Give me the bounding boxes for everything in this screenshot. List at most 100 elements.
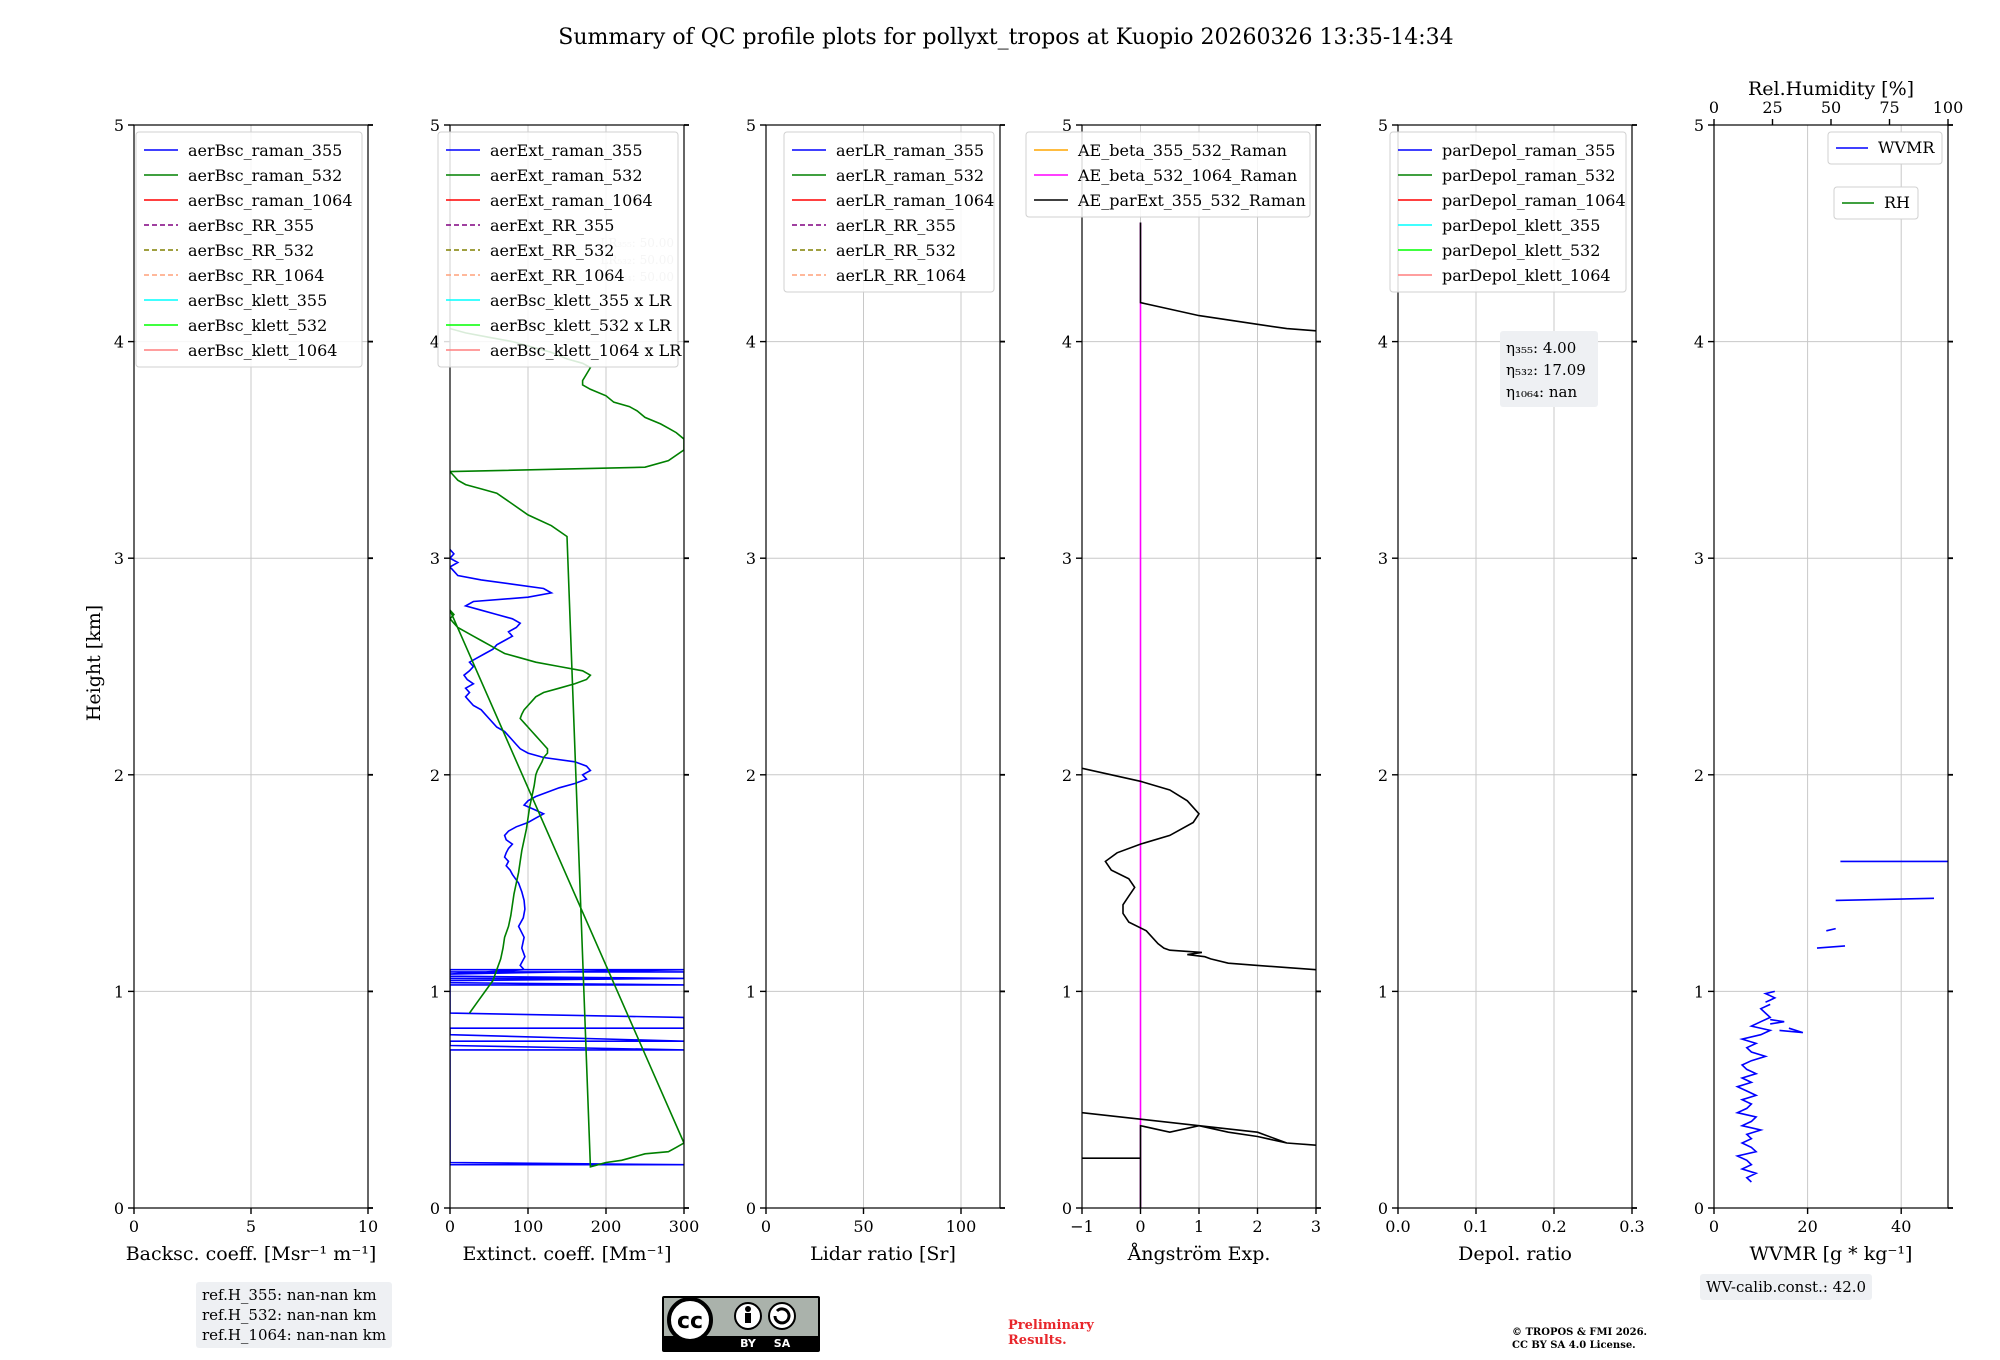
y-tick-label: 2 <box>1694 766 1704 785</box>
legend-label: AE_parExt_355_532_Raman <box>1077 191 1306 210</box>
y-tick-label: 5 <box>430 116 440 135</box>
y-tick-label: 1 <box>1062 982 1072 1001</box>
legend-label: aerBsc_klett_1064 <box>188 341 337 360</box>
cc-logo-icon <box>667 1297 713 1343</box>
cc-license-badge: cc BY SA <box>662 1296 820 1352</box>
y-tick-label: 4 <box>746 333 756 352</box>
x-tick-label: 40 <box>1891 1217 1911 1236</box>
legend-label: WVMR <box>1878 138 1935 157</box>
figure-title: Summary of QC profile plots for pollyxt_… <box>558 25 1453 50</box>
y-tick-label: 1 <box>746 982 756 1001</box>
x-tick-label: 100 <box>946 1217 977 1236</box>
y-tick-label: 2 <box>114 766 124 785</box>
panel-depol: 0 1 2 3 4 5 0.0 0.1 0.2 0.3 Depol. ratio parDepol_r… <box>1378 116 1645 1265</box>
cc-sa-label: SA <box>774 1337 791 1350</box>
x-tick-label: 0 <box>445 1217 455 1236</box>
y-tick-label: 5 <box>1062 116 1072 135</box>
top-x-tick-label: 75 <box>1879 98 1899 117</box>
y-tick-label: 2 <box>1378 766 1388 785</box>
legend-label: aerExt_RR_1064 <box>490 266 625 285</box>
y-tick-label: 4 <box>1694 333 1704 352</box>
x-tick-label: 50 <box>853 1217 873 1236</box>
legend-label: aerBsc_raman_355 <box>188 141 342 160</box>
y-tick-label: 1 <box>114 982 124 1001</box>
preliminary-line-2: Results. <box>1008 1333 1067 1348</box>
legend-label: aerExt_RR_532 <box>490 241 614 260</box>
legend-box <box>135 131 363 368</box>
axes-frame <box>1713 124 1949 1209</box>
legend-box <box>437 131 679 368</box>
y-tick-label: 2 <box>746 766 756 785</box>
axes-frame <box>1397 124 1633 1209</box>
top-x-tick-label: 50 <box>1821 98 1841 117</box>
y-tick-label: 0 <box>1378 1199 1388 1218</box>
y-tick-label: 0 <box>746 1199 756 1218</box>
wv-calib-text: WV-calib.const.: 42.0 <box>1706 1278 1867 1296</box>
x-tick-label: 0 <box>1709 1217 1719 1236</box>
y-tick-label: 5 <box>1378 116 1388 135</box>
axes-frame <box>765 124 1001 1209</box>
legend-label: aerBsc_klett_532 x LR <box>490 316 672 335</box>
series-aerExt_raman_355 <box>450 548 684 1166</box>
x-axis-label: Ångström Exp. <box>1127 1243 1271 1265</box>
legend-label: AE_beta_532_1064_Raman <box>1077 166 1297 185</box>
legend-label: aerBsc_RR_1064 <box>188 266 324 285</box>
sa-share-icon <box>768 1302 796 1330</box>
ref-height-355: ref.H_355: nan-nan km <box>202 1286 377 1304</box>
legend-label: aerLR_raman_1064 <box>836 191 994 210</box>
legend: AE_beta_355_532_Raman AE_beta_532_1064_Ra… <box>1025 131 1311 218</box>
y-tick-label: 1 <box>1378 982 1388 1001</box>
legend-label: aerExt_raman_1064 <box>490 191 653 210</box>
x-tick-label: 0.3 <box>1619 1217 1644 1236</box>
y-tick-label: 4 <box>114 333 124 352</box>
x-tick-label: 0.1 <box>1463 1217 1488 1236</box>
ref-heights-box: ref.H_355: nan-nan km ref.H_532: nan-nan… <box>196 1282 393 1348</box>
legend-label: RH <box>1884 193 1910 212</box>
preliminary-note: Preliminary Results. <box>1008 1318 1094 1348</box>
y-tick-label: 1 <box>430 982 440 1001</box>
y-tick-label: 4 <box>1378 333 1388 352</box>
x-axis-label: WVMR [g * kg⁻¹] <box>1750 1243 1913 1265</box>
series-WVMR <box>1734 860 1948 1183</box>
x-tick-label: 10 <box>358 1217 378 1236</box>
x-axis-label: Extinct. coeff. [Mm⁻¹] <box>462 1243 671 1265</box>
legend-label: parDepol_raman_532 <box>1442 166 1615 185</box>
x-tick-label: 0.2 <box>1541 1217 1566 1236</box>
x-tick-label: 3 <box>1311 1217 1321 1236</box>
x-axis-label: Backsc. coeff. [Msr⁻¹ m⁻¹] <box>126 1243 377 1265</box>
legend-label: aerBsc_RR_355 <box>188 216 314 235</box>
top-x-tick-label: 25 <box>1762 98 1782 117</box>
y-tick-label: 0 <box>114 1199 124 1218</box>
y-tick-label: 5 <box>114 116 124 135</box>
series-aerExt_raman_532 <box>450 327 684 1168</box>
x-tick-label: 0 <box>1135 1217 1145 1236</box>
y-tick-label: 3 <box>1694 549 1704 568</box>
x-tick-label: 200 <box>591 1217 622 1236</box>
legend: aerLR_raman_355 aerLR_raman_532 aerLR_rama… <box>783 131 995 293</box>
y-tick-label: 3 <box>746 549 756 568</box>
height-axis-label: Height [km] <box>83 605 105 721</box>
y-tick-label: 3 <box>114 549 124 568</box>
legend-label: aerLR_raman_355 <box>836 141 984 160</box>
x-tick-label: 20 <box>1797 1217 1817 1236</box>
y-tick-label: 5 <box>746 116 756 135</box>
legend-label: aerBsc_raman_532 <box>188 166 342 185</box>
legend-label: aerLR_raman_532 <box>836 166 984 185</box>
legend-label: AE_beta_355_532_Raman <box>1077 141 1287 160</box>
legend-label: parDepol_klett_355 <box>1442 216 1600 235</box>
eta-text: η₃₅₅: 4.00 <box>1506 339 1576 357</box>
legend-box <box>1389 131 1627 293</box>
x-axis-label: Lidar ratio [Sr] <box>810 1243 956 1265</box>
y-tick-label: 5 <box>1694 116 1704 135</box>
legend-label: aerExt_raman_355 <box>490 141 643 160</box>
eta-text: η₁₀₆₄: nan <box>1506 383 1577 401</box>
legend-box <box>783 131 995 293</box>
legend-label: parDepol_klett_1064 <box>1442 266 1611 285</box>
y-tick-label: 2 <box>1062 766 1072 785</box>
legend-label: aerExt_raman_532 <box>490 166 643 185</box>
y-tick-label: 3 <box>1062 549 1072 568</box>
legend-label: parDepol_klett_532 <box>1442 241 1600 260</box>
